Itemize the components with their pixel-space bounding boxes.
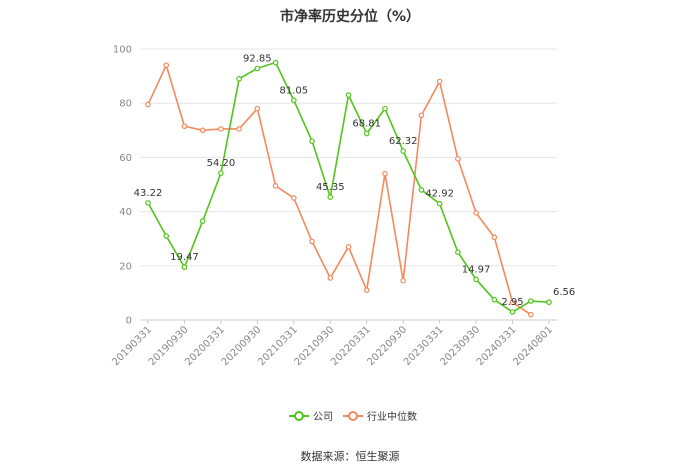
data-label: 43.22 xyxy=(134,188,163,199)
data-point xyxy=(145,200,151,206)
data-point xyxy=(145,101,151,108)
legend-marker xyxy=(348,411,358,421)
data-point xyxy=(254,105,261,112)
data-point xyxy=(418,187,425,193)
data-point xyxy=(473,210,479,216)
data-source: 数据来源：恒生聚源 xyxy=(300,450,400,463)
data-point xyxy=(199,218,206,224)
data-point xyxy=(181,264,188,271)
data-point xyxy=(291,195,297,201)
y-tick-label: 0 xyxy=(126,316,132,327)
data-label: 81.05 xyxy=(279,85,308,96)
data-point xyxy=(400,277,406,284)
data-point xyxy=(455,155,461,162)
legend-marker xyxy=(294,411,304,421)
data-point xyxy=(236,76,242,82)
data-point xyxy=(218,126,224,132)
data-label: 45.35 xyxy=(316,182,345,193)
chart-title: 市净率历史分位（%） xyxy=(279,9,421,25)
data-point xyxy=(327,275,334,281)
data-point xyxy=(181,123,188,130)
data-label: 2.95 xyxy=(501,297,523,308)
data-point xyxy=(546,299,552,306)
data-point xyxy=(345,92,352,98)
y-tick-label: 100 xyxy=(113,45,132,56)
y-tick-label: 40 xyxy=(119,207,132,218)
data-point xyxy=(455,249,461,256)
data-point xyxy=(163,233,170,239)
data-point xyxy=(291,97,297,104)
y-tick-label: 60 xyxy=(119,153,132,164)
data-point xyxy=(527,311,534,318)
data-point xyxy=(527,298,534,304)
data-point xyxy=(163,62,170,69)
data-label: 19.47 xyxy=(170,252,199,263)
data-point xyxy=(436,78,443,85)
data-point xyxy=(272,183,279,189)
data-label: 92.85 xyxy=(243,53,272,64)
data-point xyxy=(491,296,498,303)
y-tick-label: 20 xyxy=(119,261,132,272)
data-point xyxy=(382,170,388,177)
data-point xyxy=(473,276,479,283)
data-point xyxy=(345,244,352,250)
data-label: 62.32 xyxy=(389,136,418,147)
data-point xyxy=(254,65,261,72)
legend-label: 行业中位数 xyxy=(367,410,417,423)
data-point xyxy=(363,130,370,137)
y-tick-label: 80 xyxy=(119,99,132,110)
data-point xyxy=(491,234,498,241)
data-point xyxy=(236,126,242,132)
series-line-1 xyxy=(147,64,532,316)
data-label: 68.81 xyxy=(352,119,381,130)
data-point xyxy=(309,238,315,245)
data-point xyxy=(418,112,425,119)
data-point xyxy=(382,105,388,112)
data-label: 42.92 xyxy=(425,189,454,200)
data-point xyxy=(509,299,516,306)
data-point xyxy=(272,59,279,66)
data-point xyxy=(363,287,370,293)
data-point xyxy=(400,148,406,154)
data-label: 54.20 xyxy=(207,158,236,169)
data-label: 14.97 xyxy=(462,264,491,275)
data-point xyxy=(509,309,516,315)
x-tick-label: 20240801 xyxy=(511,324,555,368)
data-point xyxy=(436,200,443,207)
data-point xyxy=(327,194,334,200)
data-point xyxy=(309,138,315,144)
data-label: 6.56 xyxy=(553,287,575,298)
legend-label: 公司 xyxy=(313,412,333,423)
data-point xyxy=(199,127,206,134)
data-point xyxy=(218,170,224,176)
